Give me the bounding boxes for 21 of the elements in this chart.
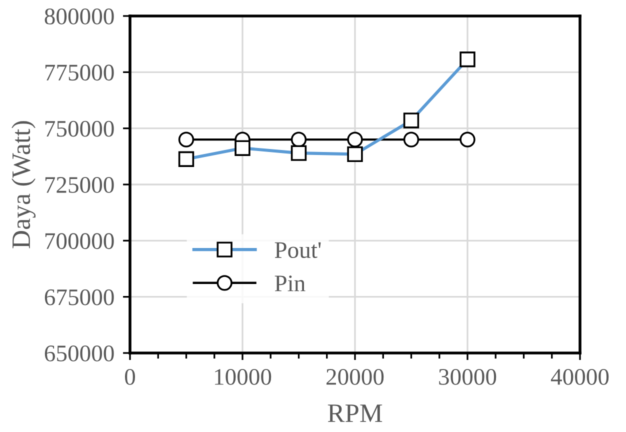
point (290, 132, 307, 148)
point (347, 132, 363, 148)
point (178, 132, 194, 148)
x-tick-label: 20000 (326, 368, 384, 385)
x-axis-title: RPM (328, 404, 382, 422)
y-tick-label: 775000 (45, 64, 114, 81)
y-tick-label: 750000 (45, 120, 114, 137)
point (460, 132, 476, 148)
legend-label: Pout' (274, 242, 321, 258)
y-tick-label: 800000 (44, 8, 114, 24)
x-tick-label: 30000 (439, 368, 496, 385)
x-tick-label: 10000 (215, 368, 272, 385)
y-tick-label: 650000 (44, 345, 114, 362)
x-tick-label: 40000 (550, 368, 609, 385)
y-tick-label: 700000 (45, 233, 114, 250)
y-tick-label: 725000 (45, 176, 114, 193)
point (403, 132, 420, 148)
y-tick-label: 675000 (44, 289, 114, 306)
legend-label: Pin (274, 276, 306, 292)
y-axis-title: Daya (Watt) (12, 121, 36, 248)
x-tick-label: 0 (124, 368, 136, 385)
